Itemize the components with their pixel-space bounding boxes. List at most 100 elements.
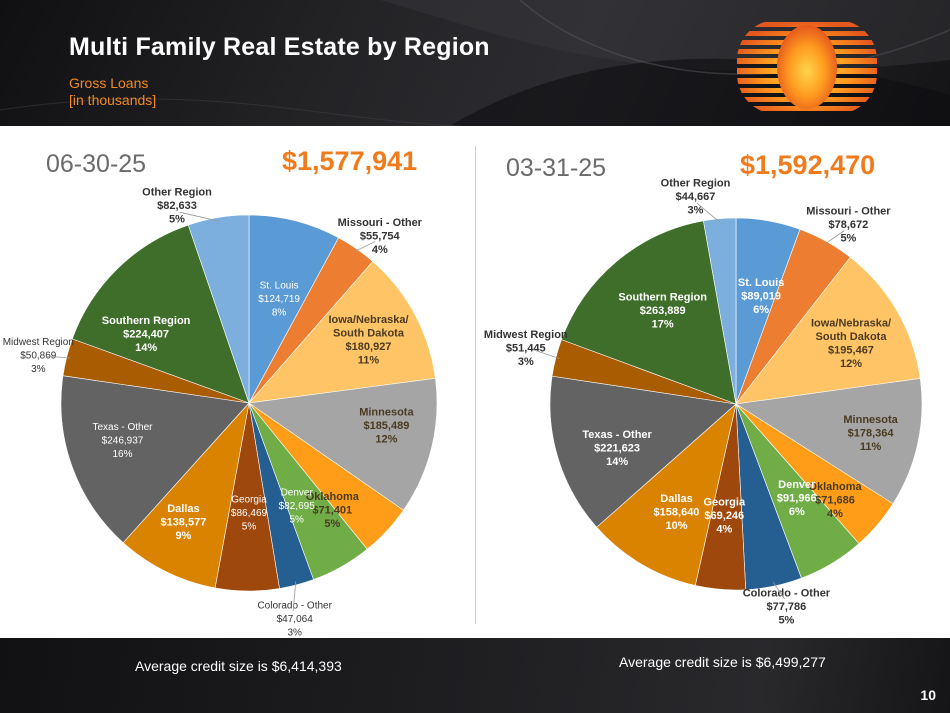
leader-line-colorado-other [292,581,297,611]
slice-percent-oklahoma: 4% [827,508,843,520]
slice-percent-southern-region: 17% [652,319,674,331]
slice-label-georgia: Georgia [704,497,746,509]
pie-slice-other-region [187,214,250,404]
slice-amount-dallas: $138,577 [160,516,206,528]
slice-amount-minnesota: $185,489 [363,420,409,432]
slice-percent-other-region: 3% [688,204,704,216]
pie-labels: St. Louis $124,719 8% Missouri - Other $55,7… [3,187,423,638]
slice-percent-southern-region: 14% [135,342,157,354]
average-credit-size-03-31-25: Average credit size is $6,499,277 [619,654,826,670]
slice-label-southern-region: Southern Region [618,292,707,304]
page-subtitle: Gross Loans [in thousands] [69,75,156,109]
slice-label-colorado-other: Colorado - Other [257,601,332,612]
slice-label-iowa-nebraska-south-dakota: Iowa/Nebraska/ [811,318,891,330]
slice-percent-st-louis: 6% [753,304,769,316]
slice-label-dallas: Dallas [167,503,199,515]
pie-slice-minnesota [735,378,923,505]
slice-amount-iowa-nebraska-south-dakota: $195,467 [828,345,874,357]
pie-slice-southern-region [71,224,250,404]
slice-percent-missouri-other: 5% [840,233,856,245]
slice-amount-st-louis: $89,019 [741,290,781,302]
slice-amount-colorado-other: $47,064 [277,614,314,625]
leader-line-missouri-other [354,241,376,253]
pie-slices [549,217,923,591]
pie-slice-iowa-nebraska-south-dakota [248,261,436,404]
slice-percent-colorado-other: 5% [778,615,794,627]
slice-label-denver: Denver [778,479,816,491]
slice-percent-iowa-nebraska-south-dakota: 12% [840,358,862,370]
slice-label-missouri-other: Missouri - Other [806,206,891,218]
subtitle-line-2: [in thousands] [69,92,157,108]
slice-percent-dallas: 10% [665,520,687,532]
slice-label-georgia: Georgia [231,495,267,506]
slice-percent-midwest-region: 3% [31,364,46,375]
slice-percent-minnesota: 11% [860,441,882,453]
slice-amount-southern-region: $224,407 [123,329,169,341]
pie-slice-southern-region [561,220,737,405]
slice-percent-colorado-other: 3% [287,628,302,638]
slice-amount-dallas: $158,640 [654,506,700,518]
slice-percent-midwest-region: 3% [518,356,534,368]
slice-label-st-louis: St. Louis [738,277,784,289]
slice-label-texas-other: Texas - Other [582,429,652,441]
pie-charts: 06-30-25 $1,577,941 St. Louis $124,719 8% M… [3,146,923,638]
slice-label-minnesota: Minnesota [359,406,414,418]
slice-percent-missouri-other: 4% [372,244,388,256]
average-credit-size-06-30-25: Average credit size is $6,414,393 [135,658,342,674]
pie-slice-dallas [122,402,250,589]
pie-slice-texas-other [60,375,250,544]
slice-label-iowa-nebraska-south-dakota: Iowa/Nebraska/ [328,314,408,326]
slice-amount-georgia: $86,469 [231,508,268,519]
slice-label-st-louis: St. Louis [260,281,299,292]
slice-amount-midwest-region: $50,869 [20,350,57,361]
slice-amount-minnesota: $178,364 [848,428,895,440]
slice-label-colorado-other: Colorado - Other [743,588,831,600]
pie-slice-texas-other [549,375,737,528]
slice-amount-texas-other: $221,623 [594,442,640,454]
chart-period-label: 06-30-25 [46,150,146,178]
subtitle-line-1: Gross Loans [69,75,149,91]
slice-label-missouri-other: Missouri - Other [338,217,423,229]
slice-percent-iowa-nebraska-south-dakota: 11% [358,355,380,367]
slice-label-iowa-nebraska-south-dakota: South Dakota [816,331,888,343]
slice-percent-georgia: 5% [242,522,257,533]
slice-percent-oklahoma: 5% [324,518,340,530]
slice-amount-other-region: $82,633 [157,200,197,212]
pie-chart-03-31-25: 03-31-25 $1,592,470 St. Louis$89,019 6% Mi… [484,150,923,627]
leader-line-colorado-other [772,582,785,600]
slice-label-texas-other: Texas - Other [92,422,153,433]
slice-percent-texas-other: 14% [606,456,628,468]
slice-amount-denver: $91,966 [777,493,817,505]
leader-line-other-region [179,211,219,222]
slice-percent-denver: 5% [289,515,304,526]
pie-chart-06-30-25: 06-30-25 $1,577,941 St. Louis $124,719 8% M… [3,146,438,638]
slice-amount-other-region: $44,667 [676,191,716,203]
slice-label-minnesota: Minnesota [843,414,898,426]
slice-amount-missouri-other: $78,672 [829,219,869,231]
pie-slice-minnesota [248,377,438,511]
sun-stripes-logo-icon [737,22,877,111]
slice-label-denver: Denver [281,488,314,499]
slice-label-midwest-region: Midwest Region [3,337,74,348]
slice-percent-georgia: 4% [716,524,732,536]
slice-label-dallas: Dallas [660,493,692,505]
slice-amount-denver: $82,695 [279,501,316,512]
pie-labels: St. Louis$89,019 6% Missouri - Other$78,67… [484,177,899,626]
slice-label-iowa-nebraska-south-dakota: South Dakota [333,328,405,340]
pie-slice-iowa-nebraska-south-dakota [735,256,921,405]
pie-slice-other-region [703,217,737,405]
slice-percent-st-louis: 8% [272,308,287,319]
slice-percent-texas-other: 16% [112,449,132,460]
footer-background [0,638,950,713]
slice-amount-georgia: $69,246 [704,510,744,522]
slice-amount-colorado-other: $77,786 [767,601,807,613]
slice-amount-missouri-other: $55,754 [360,231,401,243]
leader-line-missouri-other [824,230,845,245]
pie-slice-st-louis [248,214,339,404]
slice-label-oklahoma: Oklahoma [306,491,360,503]
slice-percent-denver: 6% [789,506,805,518]
slice-percent-other-region: 5% [169,214,185,226]
slice-amount-oklahoma: $71,401 [312,505,352,517]
slice-amount-texas-other: $246,937 [102,435,144,446]
slice-amount-st-louis: $124,719 [258,294,300,305]
